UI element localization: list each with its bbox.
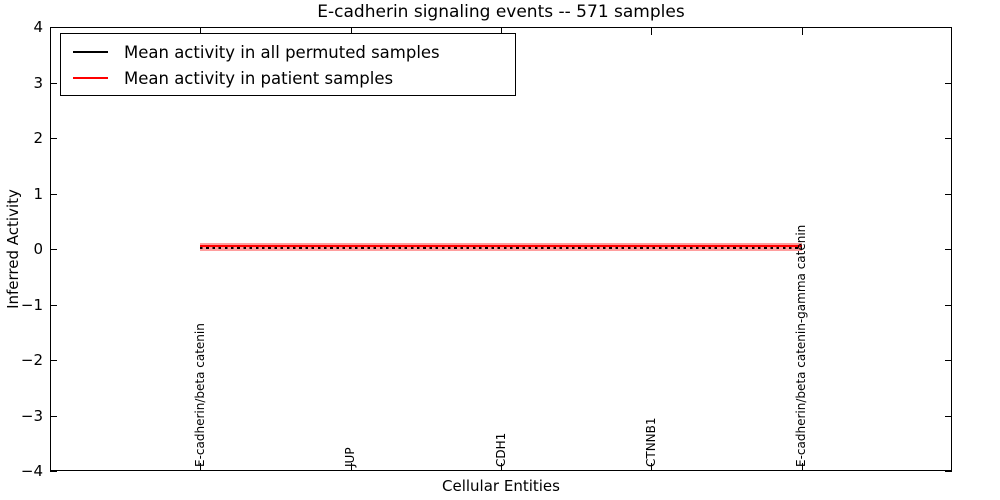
y-tick [50,360,57,361]
y-tick-label: 0 [33,240,43,258]
x-axis-label: Cellular Entities [442,477,560,495]
legend-item: Mean activity in all permuted samples [61,39,515,65]
x-tick [651,28,653,35]
y-tick [50,249,57,250]
x-tick-label: CTNNB1 [643,417,658,467]
x-tick [350,28,352,35]
x-tick [200,28,202,35]
x-tick [501,28,502,35]
y-tick [945,304,952,306]
y-tick [50,193,57,195]
confidence-band [200,243,802,252]
y-tick [50,471,57,472]
y-tick [50,415,57,417]
y-tick [945,360,952,361]
x-tick [350,463,352,470]
legend-item-label: Mean activity in all permuted samples [124,42,440,62]
legend-item-label: Mean activity in patient samples [124,68,394,88]
y-tick [50,138,57,139]
legend: Mean activity in all permuted samples Mea… [60,33,516,96]
chart-title: E-cadherin signaling events -- 571 sampl… [317,2,685,22]
y-tick-label: 2 [33,129,43,147]
permuted-line-sample [73,51,108,53]
permuted-mean-line [200,247,802,250]
y-tick-label: −1 [20,295,43,314]
x-tick-label: E-cadherin/beta catenin-gamma catenin [794,224,809,467]
y-tick [945,471,952,472]
y-tick-label: 4 [33,18,43,36]
y-tick [50,27,57,28]
patient-line-sample [73,77,108,79]
x-tick [801,28,803,35]
y-tick [945,138,952,139]
x-tick [801,463,803,470]
patient-mean-line [200,245,802,248]
x-tick [200,463,202,470]
y-tick [50,82,57,84]
x-tick-label: JUP [343,447,358,467]
y-tick [945,415,952,417]
y-tick [945,82,952,84]
x-tick [501,463,502,470]
x-tick-label: CDH1 [493,432,508,467]
y-tick-label: −2 [20,351,43,369]
y-tick-label: −4 [20,462,43,480]
y-tick-label: 1 [33,184,43,203]
y-tick-label: 3 [33,73,43,92]
x-tick-label: E-cadherin/beta catenin [192,323,207,467]
y-tick-label: −3 [20,406,43,425]
legend-item: Mean activity in patient samples [61,65,515,91]
x-tick [651,463,653,470]
y-tick [945,27,952,28]
y-tick [945,249,952,250]
y-tick [945,193,952,195]
y-tick [50,304,57,306]
